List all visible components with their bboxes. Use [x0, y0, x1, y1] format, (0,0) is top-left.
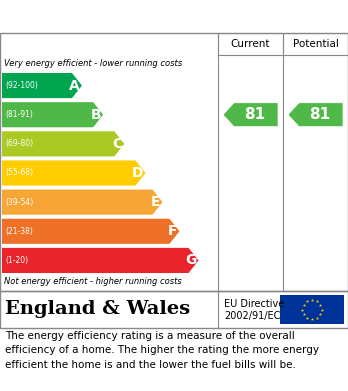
Polygon shape [2, 248, 199, 273]
FancyBboxPatch shape [280, 295, 344, 324]
Text: 81: 81 [244, 107, 265, 122]
Polygon shape [2, 131, 124, 156]
Polygon shape [2, 190, 163, 215]
Text: A: A [69, 79, 80, 93]
Text: England & Wales: England & Wales [5, 301, 190, 319]
Text: Potential: Potential [293, 39, 339, 49]
Text: Current: Current [231, 39, 270, 49]
Text: EU Directive: EU Directive [224, 299, 284, 309]
Text: 2002/91/EC: 2002/91/EC [224, 311, 280, 321]
Text: Not energy efficient - higher running costs: Not energy efficient - higher running co… [4, 277, 182, 286]
Text: (39-54): (39-54) [5, 197, 33, 206]
Polygon shape [223, 103, 278, 127]
Polygon shape [288, 103, 343, 127]
Text: F: F [168, 224, 177, 238]
Text: 81: 81 [309, 107, 330, 122]
Text: (92-100): (92-100) [5, 81, 38, 90]
Polygon shape [2, 73, 82, 98]
Polygon shape [2, 102, 103, 127]
Text: C: C [112, 137, 122, 151]
Text: (1-20): (1-20) [5, 256, 28, 265]
Text: B: B [90, 108, 101, 122]
Text: Very energy efficient - lower running costs: Very energy efficient - lower running co… [4, 59, 182, 68]
Text: G: G [185, 253, 197, 267]
Text: The energy efficiency rating is a measure of the overall efficiency of a home. T: The energy efficiency rating is a measur… [5, 331, 319, 370]
Polygon shape [2, 160, 145, 186]
Polygon shape [2, 219, 180, 244]
Text: E: E [151, 195, 160, 209]
Text: Energy Efficiency Rating: Energy Efficiency Rating [10, 7, 239, 25]
Text: (55-68): (55-68) [5, 169, 33, 178]
Text: (21-38): (21-38) [5, 227, 33, 236]
Text: (69-80): (69-80) [5, 139, 33, 148]
Text: (81-91): (81-91) [5, 110, 33, 119]
Text: D: D [132, 166, 144, 180]
